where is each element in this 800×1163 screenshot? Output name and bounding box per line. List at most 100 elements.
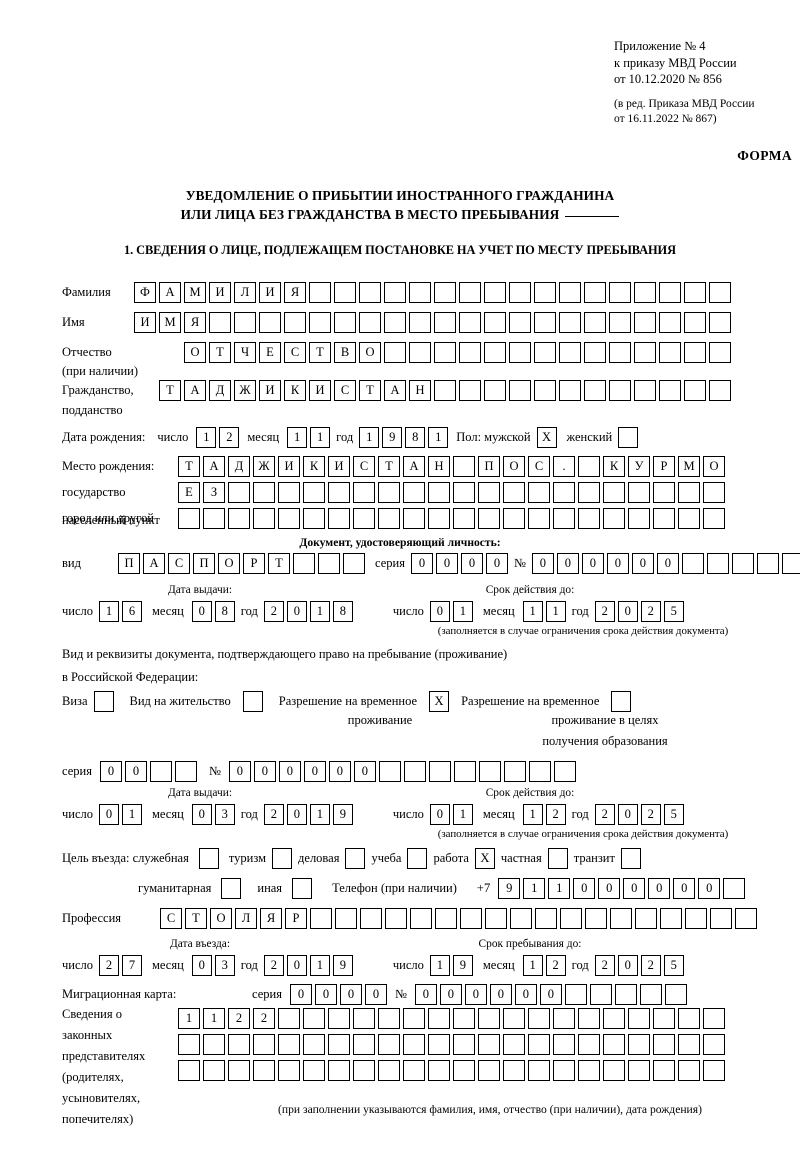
input-cell[interactable] (310, 908, 332, 929)
input-cell[interactable]: 5 (663, 955, 684, 976)
input-cell[interactable] (403, 761, 426, 782)
input-cell[interactable] (174, 761, 197, 782)
purpose-work-checkbox[interactable]: X (474, 848, 495, 869)
input-cell[interactable] (409, 282, 431, 303)
input-cell[interactable] (584, 312, 606, 333)
input-cell[interactable] (328, 508, 350, 529)
input-cell[interactable] (614, 984, 637, 1005)
input-cell[interactable]: 0 (228, 761, 251, 782)
input-cell[interactable]: 1 (310, 427, 331, 448)
input-cell[interactable] (253, 1060, 275, 1081)
input-cell[interactable]: 9 (332, 955, 353, 976)
input-cell[interactable]: 1 (548, 878, 571, 899)
input-cell[interactable]: 1 (287, 427, 308, 448)
input-cell[interactable]: 1 (309, 601, 330, 622)
title-blank-line[interactable] (565, 216, 620, 218)
input-cell[interactable] (253, 482, 275, 503)
input-cell[interactable]: О (210, 908, 232, 929)
input-cell[interactable]: 0 (673, 878, 696, 899)
input-cell[interactable] (434, 380, 456, 401)
input-cell[interactable] (228, 1060, 250, 1081)
input-cell[interactable] (309, 312, 331, 333)
input-cell[interactable] (428, 1008, 450, 1029)
input-cell[interactable] (528, 1060, 550, 1081)
input-cell[interactable] (710, 908, 732, 929)
input-cell[interactable] (484, 380, 506, 401)
input-cell[interactable] (303, 1008, 325, 1029)
input-cell[interactable] (335, 908, 357, 929)
input-cell[interactable] (503, 1060, 525, 1081)
input-cell[interactable]: Т (359, 380, 381, 401)
input-cell[interactable] (453, 482, 475, 503)
input-cell[interactable]: 2 (263, 955, 284, 976)
input-cell[interactable]: 1 (452, 601, 473, 622)
purpose-tourism-checkbox[interactable] (272, 848, 293, 869)
input-cell[interactable]: 0 (460, 553, 483, 574)
input-cell[interactable] (559, 342, 581, 363)
input-cell[interactable] (509, 342, 531, 363)
input-cell[interactable] (628, 508, 650, 529)
input-cell[interactable]: 0 (617, 804, 638, 825)
input-cell[interactable] (578, 1034, 600, 1055)
input-cell[interactable]: 0 (631, 553, 654, 574)
input-cell[interactable]: А (143, 553, 165, 574)
input-cell[interactable] (353, 1008, 375, 1029)
input-cell[interactable] (659, 282, 681, 303)
input-cell[interactable]: 1 (203, 1008, 225, 1029)
input-cell[interactable] (578, 508, 600, 529)
input-cell[interactable] (653, 1034, 675, 1055)
purpose-study-checkbox[interactable] (407, 848, 428, 869)
input-cell[interactable]: 2 (263, 804, 284, 825)
input-cell[interactable]: Д (209, 380, 231, 401)
input-cell[interactable]: 2 (263, 601, 284, 622)
input-cell[interactable] (510, 908, 532, 929)
input-cell[interactable] (178, 1034, 200, 1055)
input-cell[interactable]: 6 (122, 601, 143, 622)
input-cell[interactable] (609, 342, 631, 363)
input-cell[interactable] (559, 312, 581, 333)
input-cell[interactable]: 0 (99, 804, 120, 825)
input-cell[interactable] (584, 380, 606, 401)
input-cell[interactable]: 0 (531, 553, 554, 574)
input-cell[interactable] (343, 553, 365, 574)
input-cell[interactable] (293, 553, 315, 574)
input-cell[interactable] (278, 482, 300, 503)
input-cell[interactable]: 2 (253, 1008, 275, 1029)
input-cell[interactable]: К (284, 380, 306, 401)
input-cell[interactable] (635, 908, 657, 929)
input-cell[interactable] (478, 761, 501, 782)
input-cell[interactable]: 7 (122, 955, 143, 976)
input-cell[interactable]: О (218, 553, 240, 574)
input-cell[interactable]: 0 (99, 761, 122, 782)
input-cell[interactable] (359, 282, 381, 303)
input-cell[interactable] (378, 1008, 400, 1029)
input-cell[interactable] (203, 508, 225, 529)
input-cell[interactable] (628, 482, 650, 503)
input-cell[interactable]: 0 (573, 878, 596, 899)
input-cell[interactable]: 2 (545, 955, 566, 976)
input-cell[interactable]: С (284, 342, 306, 363)
input-cell[interactable]: 0 (303, 761, 326, 782)
input-cell[interactable] (503, 508, 525, 529)
input-cell[interactable]: Ж (253, 456, 275, 477)
input-cell[interactable]: А (403, 456, 425, 477)
input-cell[interactable]: Т (268, 553, 290, 574)
input-cell[interactable] (459, 380, 481, 401)
input-cell[interactable]: С (168, 553, 190, 574)
input-cell[interactable] (735, 908, 757, 929)
input-cell[interactable]: И (309, 380, 331, 401)
input-cell[interactable] (384, 282, 406, 303)
input-cell[interactable]: 1 (545, 601, 566, 622)
input-cell[interactable] (634, 342, 656, 363)
input-cell[interactable] (509, 312, 531, 333)
input-cell[interactable] (553, 508, 575, 529)
input-cell[interactable]: 5 (663, 804, 684, 825)
input-cell[interactable]: 9 (452, 955, 473, 976)
input-cell[interactable]: Е (178, 482, 200, 503)
